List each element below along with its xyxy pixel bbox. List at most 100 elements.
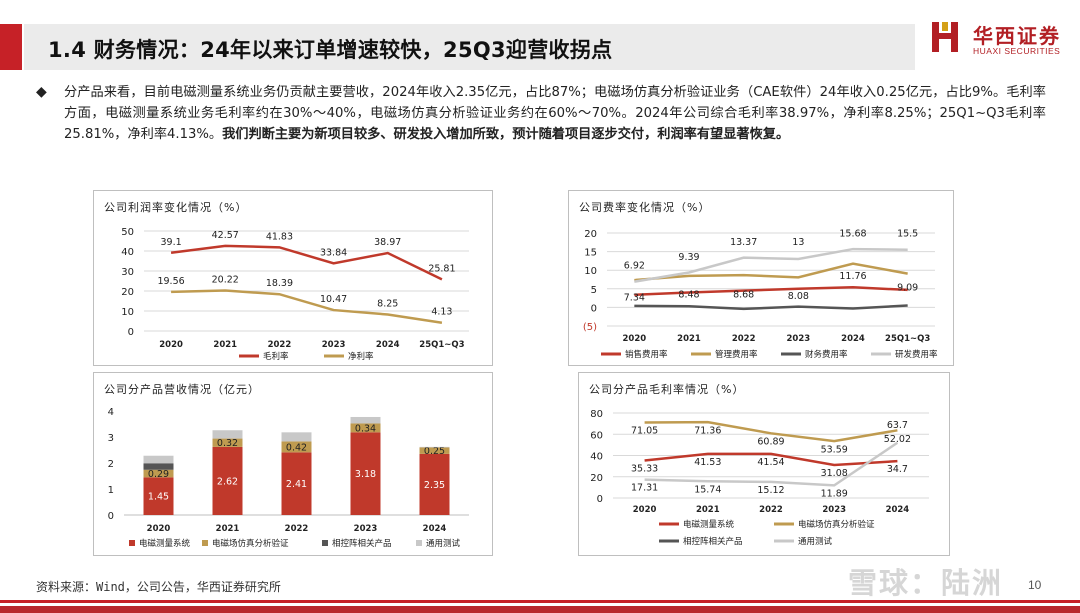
data-label: 33.84 <box>320 247 347 258</box>
y-tick-label: 0 <box>128 327 134 338</box>
legend-label: 净利率 <box>348 351 374 362</box>
legend-label: 毛利率 <box>263 351 289 362</box>
data-label: 8.68 <box>733 290 754 301</box>
data-label: 18.39 <box>266 278 293 289</box>
data-label: 60.89 <box>757 436 784 447</box>
data-label: 0.25 <box>424 446 445 457</box>
data-label: 11.89 <box>821 488 848 499</box>
data-label: 17.31 <box>631 483 658 494</box>
data-label: 9.09 <box>897 282 918 293</box>
bar-segment-相控阵相关产品 <box>143 463 174 470</box>
x-tick-label: 2022 <box>759 505 783 515</box>
page-title: 1.4 财务情况：24年以来订单增速较快，25Q3迎营收拐点 <box>48 38 613 62</box>
data-label: 15.12 <box>757 485 784 496</box>
series-line-管理费用率 <box>634 262 908 282</box>
y-tick-label: 15 <box>584 248 597 259</box>
legend-label: 财务费用率 <box>805 349 848 360</box>
data-label: 2.41 <box>286 479 307 490</box>
data-label: 15.74 <box>694 484 721 495</box>
company-logo: 华西证券 HUAXI SECURITIES <box>929 20 1069 60</box>
legend-label: 电磁场仿真分析验证 <box>212 538 289 549</box>
huaxi-logo-icon <box>932 22 958 52</box>
data-label: 0.32 <box>217 438 238 449</box>
bar-segment-通用测试 <box>212 430 243 439</box>
y-tick-label: 50 <box>121 227 134 238</box>
legend-label: 通用测试 <box>798 536 833 547</box>
margin-by-product-plot: 0 20 40 60 80 2020 2021 2022 2023 2024 电磁测量系统 电磁场仿真… <box>590 409 929 547</box>
legend-label: 相控阵相关产品 <box>332 538 392 549</box>
x-tick-label: 2022 <box>285 524 309 534</box>
data-label: 31.08 <box>821 468 848 479</box>
series-line-通用测试 <box>644 441 899 487</box>
data-label: 71.36 <box>694 426 721 437</box>
data-label: 15.5 <box>897 229 918 240</box>
data-label: 8.08 <box>788 291 809 302</box>
legend-swatch <box>129 540 135 546</box>
x-tick-label: 2023 <box>786 334 810 344</box>
legend-label: 研发费用率 <box>895 349 938 360</box>
legend-label: 通用测试 <box>426 538 461 549</box>
data-label: 13.37 <box>730 237 757 248</box>
logo-english: HUAXI SECURITIES <box>973 46 1061 56</box>
bar-segment-电磁测量系统 <box>350 432 381 515</box>
legend-swatch <box>202 540 208 546</box>
summary-bold-text: 我们判断主要为新项目较多、研发投入增加所致，预计随着项目逐步交付，利润率有望显著… <box>222 127 790 142</box>
y-tick-label: 40 <box>590 452 603 463</box>
y-tick-label: (5) <box>583 322 597 333</box>
bar-segment-通用测试 <box>281 432 312 442</box>
data-label: 63.7 <box>887 420 908 431</box>
y-tick-label: 0 <box>108 511 114 522</box>
x-tick-label: 2023 <box>822 505 846 515</box>
legend-swatch <box>416 540 422 546</box>
revenue-by-product-chart: 公司分产品营收情况（亿元） 0 1 2 3 4 2020 2021 2022 2023 2024 电… <box>93 372 493 556</box>
y-tick-label: 2 <box>108 459 114 470</box>
x-tick-label: 2020 <box>147 524 171 534</box>
x-tick-label: 2024 <box>841 334 865 344</box>
x-tick-label: 25Q1~Q3 <box>419 340 464 350</box>
y-tick-label: 20 <box>584 229 597 240</box>
data-label: 38.97 <box>374 237 401 248</box>
data-label: 39.1 <box>161 237 182 248</box>
series-line-毛利率 <box>170 244 443 281</box>
y-tick-label: 1 <box>108 485 114 496</box>
y-tick-label: 20 <box>590 473 603 484</box>
bar-segment-电磁测量系统 <box>281 452 312 515</box>
data-label: 35.33 <box>631 464 658 475</box>
y-tick-label: 40 <box>121 247 134 258</box>
logo-chinese: 华西证券 <box>973 24 1061 48</box>
bar-segment-电磁测量系统 <box>143 477 174 515</box>
page-number: 10 <box>1028 578 1042 592</box>
legend-label: 电磁测量系统 <box>683 519 735 530</box>
chart-title: 公司分产品毛利率情况（%） <box>589 383 745 396</box>
footer-rule <box>0 600 1080 603</box>
y-tick-label: 0 <box>591 303 597 314</box>
data-label: 1.45 <box>148 492 169 503</box>
data-label: 71.05 <box>631 426 658 437</box>
chart-title: 公司分产品营收情况（亿元） <box>104 383 260 396</box>
watermark: 雪球：陆洲 <box>848 566 1004 600</box>
title-accent <box>0 24 22 70</box>
legend-label: 管理费用率 <box>715 349 758 360</box>
legend-swatch <box>322 540 328 546</box>
data-label: 53.59 <box>821 444 848 455</box>
series-line-电磁场仿真分析验证 <box>644 420 898 443</box>
data-label: 19.56 <box>157 276 184 287</box>
data-label: 42.57 <box>212 230 239 241</box>
legend-label: 相控阵相关产品 <box>683 536 743 547</box>
data-label: 34.7 <box>887 464 908 475</box>
y-tick-label: 5 <box>591 285 597 296</box>
footer-band <box>0 606 1080 613</box>
chart-title: 公司利润率变化情况（%） <box>104 201 248 214</box>
data-label: 41.83 <box>266 231 293 242</box>
x-tick-label: 2023 <box>354 524 378 534</box>
data-label: 0.34 <box>355 423 376 434</box>
expense-ratio-chart: 公司费率变化情况（%） (5) 0 5 10 15 20 2020 2021 2022 2023 2… <box>568 190 954 366</box>
bar-segment-电磁测量系统 <box>419 453 450 515</box>
data-label: 41.53 <box>694 457 721 468</box>
data-label: 52.02 <box>884 434 911 445</box>
series-line-销售费用率 <box>634 286 908 297</box>
x-tick-label: 2020 <box>622 334 646 344</box>
bar-segment-电磁场仿真分析验证 <box>212 438 243 447</box>
x-tick-label: 2021 <box>213 340 237 350</box>
y-tick-label: 4 <box>108 407 114 418</box>
